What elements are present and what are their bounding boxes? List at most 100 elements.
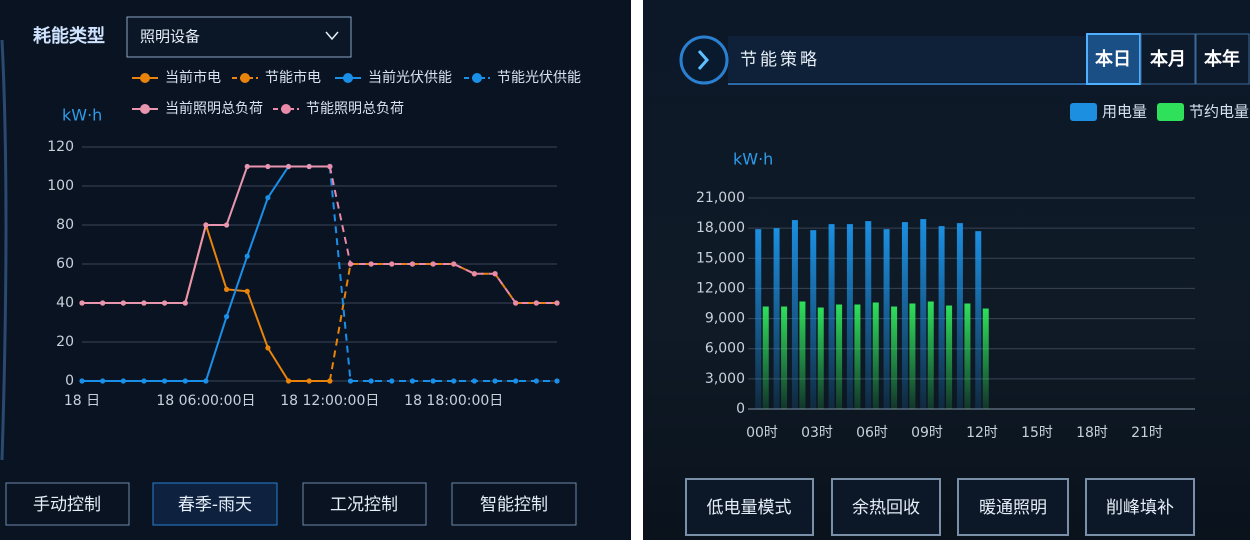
- point: [533, 378, 539, 384]
- left-panel: [0, 0, 631, 540]
- legend-label: 当前光伏供能: [368, 69, 452, 86]
- tab[interactable]: [1195, 33, 1250, 85]
- tab[interactable]: [1086, 33, 1141, 85]
- button[interactable]: [152, 482, 278, 526]
- y-tick-label: 0: [736, 401, 745, 417]
- bar: [828, 224, 835, 409]
- point: [265, 345, 271, 351]
- tab-label[interactable]: 本年: [1204, 48, 1240, 70]
- point: [451, 378, 457, 384]
- button[interactable]: [831, 478, 941, 536]
- series-line: [328, 166, 557, 382]
- button-label[interactable]: 春季-雨天: [178, 495, 252, 515]
- point: [141, 378, 147, 384]
- point: [79, 300, 85, 306]
- point: [430, 261, 436, 267]
- tab-label[interactable]: 本日: [1095, 48, 1131, 70]
- point: [223, 314, 230, 320]
- legend-swatch: [343, 73, 353, 83]
- bar: [883, 229, 890, 409]
- dropdown-chevron[interactable]: [325, 31, 339, 41]
- bar: [938, 226, 945, 409]
- button-label[interactable]: 手动控制: [33, 495, 101, 515]
- point: [492, 378, 498, 384]
- point: [162, 300, 168, 306]
- bar: [901, 222, 908, 409]
- header-bar: [728, 36, 1086, 82]
- x-tick-label: 12时: [966, 425, 998, 441]
- dropdown-value[interactable]: 照明设备: [140, 28, 200, 46]
- y-tick-label: 12,000: [696, 280, 745, 296]
- x-tick-label: 03时: [801, 425, 833, 441]
- legend-swatch: [240, 73, 250, 83]
- x-tick-label: 18 18:00:00日: [404, 393, 503, 409]
- point: [265, 163, 271, 170]
- bar: [799, 301, 806, 409]
- point: [182, 378, 188, 384]
- x-tick-label: 18时: [1076, 425, 1108, 441]
- button[interactable]: [5, 482, 130, 526]
- bar: [946, 305, 953, 409]
- button-label[interactable]: 削峰填补: [1106, 498, 1174, 518]
- x-tick-label: 21时: [1131, 425, 1163, 441]
- legend-label: 当前照明总负荷: [165, 100, 263, 117]
- button[interactable]: [451, 482, 577, 526]
- legend-label: 节约电量: [1189, 103, 1249, 121]
- legend-label: 用电量: [1102, 103, 1147, 121]
- dropdown[interactable]: [126, 16, 352, 58]
- point: [409, 261, 416, 267]
- button[interactable]: [957, 478, 1069, 536]
- button-label[interactable]: 余热回收: [852, 498, 920, 518]
- bar: [975, 231, 982, 409]
- point: [368, 378, 374, 384]
- tab-label[interactable]: 本月: [1150, 48, 1186, 70]
- point: [120, 378, 126, 384]
- header-icon: [679, 35, 729, 85]
- button-label[interactable]: 智能控制: [480, 495, 548, 515]
- point: [533, 300, 539, 306]
- legend-swatch: [1157, 103, 1184, 121]
- point: [306, 378, 312, 384]
- x-tick-label: 18 日: [64, 393, 100, 409]
- bar: [964, 303, 971, 409]
- x-tick-label: 15时: [1021, 425, 1053, 441]
- legend-swatch: [140, 73, 150, 83]
- bar: [982, 308, 989, 409]
- button-label[interactable]: 暖通照明: [979, 498, 1047, 518]
- point: [368, 261, 374, 267]
- tab[interactable]: [1140, 33, 1196, 85]
- legend-label: 当前市电: [165, 69, 221, 86]
- header-icon-arrow: [697, 50, 710, 70]
- point: [492, 271, 498, 277]
- bar: [846, 224, 853, 409]
- button[interactable]: [1085, 478, 1195, 536]
- bar: [872, 302, 879, 409]
- y-unit: kW·h: [62, 106, 102, 125]
- point: [389, 378, 395, 384]
- point: [409, 378, 416, 384]
- bar: [920, 219, 927, 409]
- series-line: [328, 166, 557, 304]
- y-tick-label: 120: [47, 139, 74, 155]
- button-label[interactable]: 工况控制: [330, 495, 398, 515]
- point: [244, 253, 250, 259]
- button[interactable]: [685, 478, 814, 536]
- bar: [854, 304, 861, 409]
- button-label[interactable]: 低电量模式: [707, 498, 792, 518]
- x-tick-label: 18 06:00:00日: [156, 393, 255, 409]
- legend-swatch: [1070, 103, 1097, 121]
- left-buttons: 手动控制 春季-雨天 工况控制 智能控制: [5, 482, 577, 526]
- series-line: [328, 263, 557, 382]
- filter-label: 耗能类型: [33, 25, 105, 47]
- point: [389, 261, 395, 267]
- point: [120, 300, 126, 306]
- y-tick-label: 15,000: [696, 250, 745, 266]
- point: [162, 378, 168, 384]
- legend-label: 节能照明总负荷: [306, 101, 404, 117]
- y-tick-label: 9,000: [705, 311, 745, 327]
- button[interactable]: [302, 482, 427, 526]
- y-tick-label: 80: [56, 217, 74, 233]
- bar: [781, 306, 788, 409]
- point: [306, 163, 312, 170]
